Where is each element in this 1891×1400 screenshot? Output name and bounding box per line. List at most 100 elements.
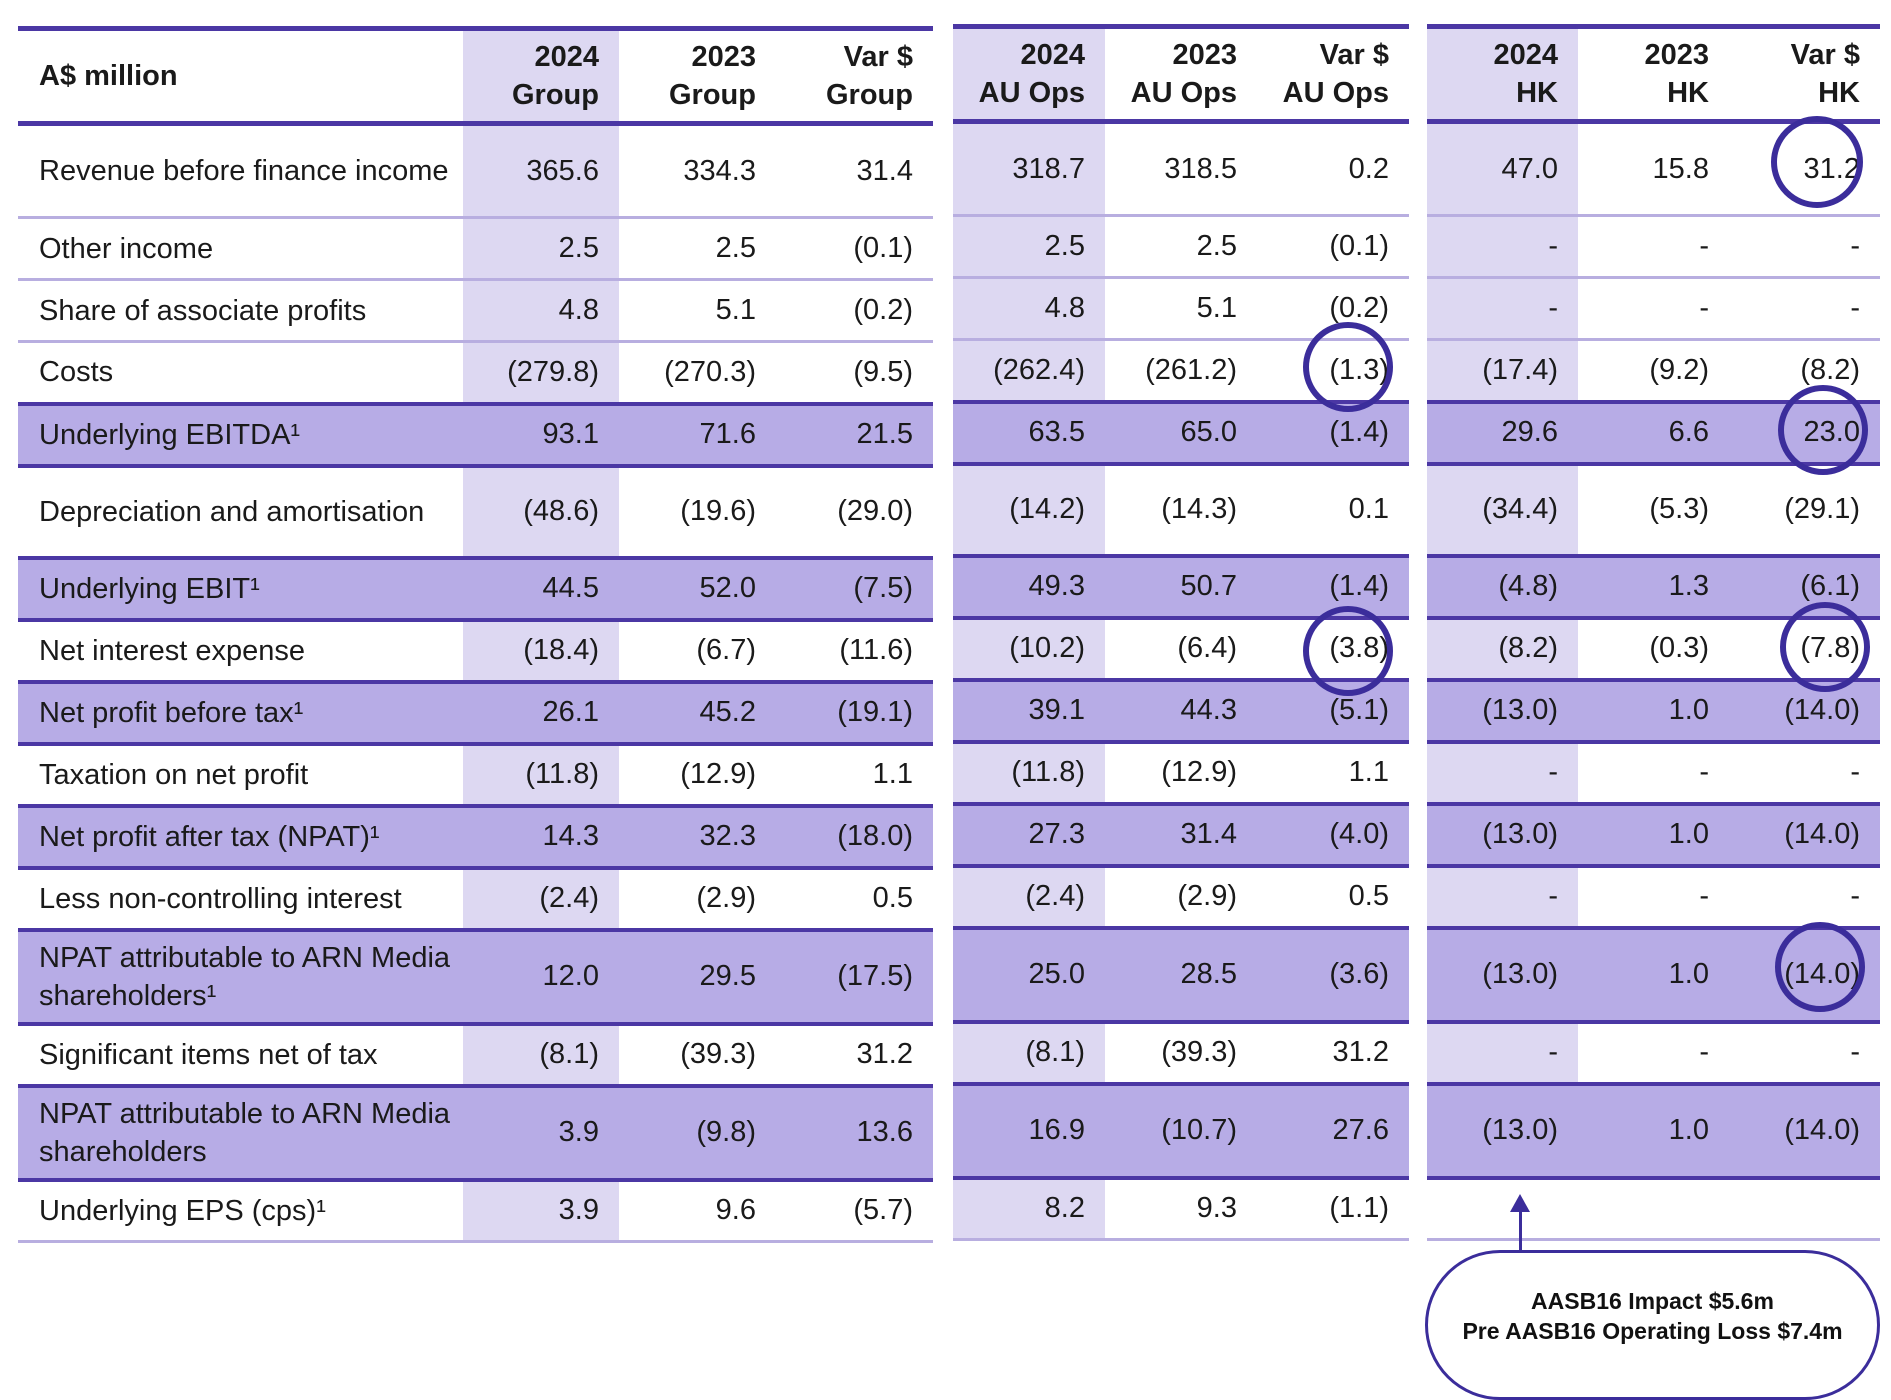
callout-line-2: Pre AASB16 Operating Loss $7.4m xyxy=(1462,1318,1843,1344)
au-value-var: 0.5 xyxy=(1257,864,1409,928)
hk-row: (13.0) 1.0 (14.0) xyxy=(1427,925,1880,1024)
au-row: (10.2) (6.4) (3.8) xyxy=(953,616,1409,680)
au-row: 16.9 (10.7) 27.6 xyxy=(953,1081,1409,1180)
hk-row: 29.6 6.6 23.0 xyxy=(1427,399,1880,466)
au-value-2024: 16.9 xyxy=(953,1081,1105,1180)
group-value-var: (5.7) xyxy=(776,1178,933,1243)
hk-row: 47.0 15.8 31.2 xyxy=(1427,120,1880,216)
hk-value-2023: - xyxy=(1578,740,1729,804)
hk-value-2023: - xyxy=(1578,214,1729,278)
au-row: (2.4) (2.9) 0.5 xyxy=(953,864,1409,928)
group-value-var: 0.5 xyxy=(776,866,933,930)
aasb16-callout: AASB16 Impact $5.6m Pre AASB16 Operating… xyxy=(1425,1250,1880,1400)
group-value-2023: 45.2 xyxy=(619,679,776,746)
group-value-2023: (12.9) xyxy=(619,742,776,806)
au-value-2024: (10.2) xyxy=(953,616,1105,680)
au-value-var: (1.3) xyxy=(1257,338,1409,402)
au-value-var: (3.8) xyxy=(1257,616,1409,680)
au-row: (8.1) (39.3) 31.2 xyxy=(953,1020,1409,1084)
au-value-2024: 8.2 xyxy=(953,1176,1105,1241)
group-row: Net interest expense (18.4) (6.7) (11.6) xyxy=(18,618,933,682)
group-value-var: (18.0) xyxy=(776,803,933,870)
au-value-2023: (261.2) xyxy=(1105,338,1257,402)
hk-value-2023: 1.0 xyxy=(1578,1081,1729,1180)
hk-value-var: (7.8) xyxy=(1729,616,1880,680)
au-value-2023: (6.4) xyxy=(1105,616,1257,680)
au-row: (11.8) (12.9) 1.1 xyxy=(953,740,1409,804)
au-value-2023: (10.7) xyxy=(1105,1081,1257,1180)
au-value-2023: 5.1 xyxy=(1105,276,1257,340)
callout-arrow-icon xyxy=(1510,1194,1530,1212)
au-value-var: (3.6) xyxy=(1257,925,1409,1024)
au-value-2024: 2.5 xyxy=(953,214,1105,278)
hk-value-2023: 15.8 xyxy=(1578,120,1729,216)
group-value-2024: 3.9 xyxy=(463,1083,619,1182)
hk-value-var: - xyxy=(1729,276,1880,340)
hk-value-var: 31.2 xyxy=(1729,120,1880,216)
group-value-2024: (48.6) xyxy=(463,464,619,558)
hk-value-2024: (4.8) xyxy=(1427,553,1578,620)
au-header-row: 2024 AU Ops 2023 AU Ops Var $ AU Ops xyxy=(953,24,1409,124)
au-value-2024: 27.3 xyxy=(953,801,1105,868)
group-row: Net profit before tax¹ 26.1 45.2 (19.1) xyxy=(18,679,933,746)
au-value-2023: (12.9) xyxy=(1105,740,1257,804)
header-2024-hk: 2024 HK xyxy=(1427,24,1578,124)
hk-row: --- xyxy=(1427,276,1880,340)
hk-value-2024: - xyxy=(1427,276,1578,340)
row-label: Net profit before tax¹ xyxy=(18,679,463,746)
header-var-hk: Var $ HK xyxy=(1729,24,1880,124)
au-value-2023: (39.3) xyxy=(1105,1020,1257,1084)
hk-value-2024: (13.0) xyxy=(1427,925,1578,1024)
hk-value-var xyxy=(1729,1176,1880,1241)
group-row: Underlying EBIT¹ 44.5 52.0 (7.5) xyxy=(18,555,933,622)
hk-value-var: (14.0) xyxy=(1729,677,1880,744)
row-label: NPAT attributable to ARN Media sharehold… xyxy=(18,927,463,1026)
group-row: NPAT attributable to ARN Media sharehold… xyxy=(18,1083,933,1182)
group-value-var: (19.1) xyxy=(776,679,933,746)
row-label: NPAT attributable to ARN Media sharehold… xyxy=(18,1083,463,1182)
au-value-2023: 9.3 xyxy=(1105,1176,1257,1241)
au-value-var: 31.2 xyxy=(1257,1020,1409,1084)
hk-header-row: 2024 HK 2023 HK Var $ HK xyxy=(1427,24,1880,124)
group-value-2024: 44.5 xyxy=(463,555,619,622)
group-table: A$ million 2024 Group 2023 Group Var $ G… xyxy=(18,26,933,1243)
hk-value-var: - xyxy=(1729,214,1880,278)
group-row: Revenue before finance income 365.6 334.3 3… xyxy=(18,122,933,218)
group-value-2023: (6.7) xyxy=(619,618,776,682)
hk-value-2023 xyxy=(1578,1176,1729,1241)
group-row: Costs (279.8) (270.3) (9.5) xyxy=(18,340,933,404)
au-row: 4.8 5.1 (0.2) xyxy=(953,276,1409,340)
hk-value-var: (6.1) xyxy=(1729,553,1880,620)
group-value-2024: 3.9 xyxy=(463,1178,619,1243)
hk-value-2024: (17.4) xyxy=(1427,338,1578,402)
au-value-var: (0.2) xyxy=(1257,276,1409,340)
au-row: 318.7 318.5 0.2 xyxy=(953,120,1409,216)
hk-table: 2024 HK 2023 HK Var $ HK 47.0 15.8 31.2- - -… xyxy=(1427,24,1880,1241)
au-value-var: (1.4) xyxy=(1257,399,1409,466)
hk-row: (4.8) 1.3 (6.1) xyxy=(1427,553,1880,620)
au-value-2023: 44.3 xyxy=(1105,677,1257,744)
group-value-var: (29.0) xyxy=(776,464,933,558)
au-value-2024: 4.8 xyxy=(953,276,1105,340)
au-value-2023: 31.4 xyxy=(1105,801,1257,868)
au-row: (262.4) (261.2) (1.3) xyxy=(953,338,1409,402)
row-label: Costs xyxy=(18,340,463,404)
group-value-var: (0.1) xyxy=(776,216,933,280)
header-2024-au: 2024 AU Ops xyxy=(953,24,1105,124)
hk-row: (8.2) (0.3) (7.8) xyxy=(1427,616,1880,680)
au-value-2023: 2.5 xyxy=(1105,214,1257,278)
hk-value-2024: (13.0) xyxy=(1427,1081,1578,1180)
group-value-2023: 32.3 xyxy=(619,803,776,870)
hk-value-var: (14.0) xyxy=(1729,1081,1880,1180)
row-label: Taxation on net profit xyxy=(18,742,463,806)
hk-value-2024: - xyxy=(1427,740,1578,804)
row-label: Significant items net of tax xyxy=(18,1022,463,1086)
group-header-row: A$ million 2024 Group 2023 Group Var $ G… xyxy=(18,26,933,126)
group-value-2024: 2.5 xyxy=(463,216,619,280)
group-value-var: (0.2) xyxy=(776,278,933,342)
group-value-2023: (2.9) xyxy=(619,866,776,930)
group-row: Net profit after tax (NPAT)¹ 14.3 32.3 (18.… xyxy=(18,803,933,870)
hk-value-2023: - xyxy=(1578,864,1729,928)
group-value-2024: (18.4) xyxy=(463,618,619,682)
header-2023-group: 2023 Group xyxy=(619,26,776,126)
